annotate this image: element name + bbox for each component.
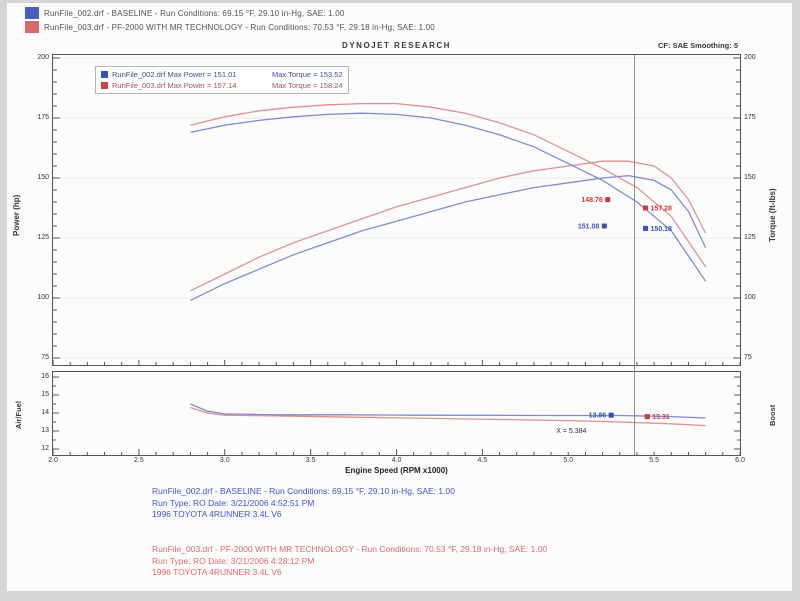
run1-conditions-line: RunFile_002.drf - BASELINE - Run Conditi… (44, 9, 345, 18)
run1-color-chip (25, 7, 39, 19)
power-axis-title: Power (hp) (12, 194, 21, 236)
baseline-afr-curve (190, 403, 706, 419)
tick-label: 175 (37, 114, 49, 121)
correction-smoothing-label: CF: SAE Smoothing: 5 (658, 41, 738, 50)
tick-label: 150 (37, 174, 49, 181)
intake-info-line2: Run Type: RO Date: 3/21/2006 4:28:12 PM (152, 555, 315, 566)
tick-label: 5.5 (649, 457, 659, 464)
tick-label: 16 (41, 373, 49, 380)
intake-power-curve (190, 160, 707, 292)
tick-label: 3.0 (219, 457, 230, 464)
intake-max-torque: Max Torque = 158.24 (272, 81, 343, 90)
tick-label: 200 (744, 54, 756, 61)
legend-row-intake: RunFile_003.drf Max Power = 157.14 Max T… (101, 80, 343, 91)
tick-label: 4.0 (391, 457, 402, 464)
intake-torque-curve (190, 102, 707, 268)
intake-run-info: RunFile_003.drf - PF-2000 WITH MR TECHNO… (152, 544, 547, 579)
tick-label: 100 (37, 294, 49, 301)
baseline-run-info: RunFile_002.drf - BASELINE - Run Conditi… (152, 486, 455, 521)
baseline-info-line3: 1996 TOYOTA 4RUNNER 3.4L V6 (152, 509, 282, 519)
air-fuel-plot: 13.86 13.31 X = 5.384 (53, 376, 740, 455)
run2-color-chip (25, 21, 39, 33)
cursor-marker (643, 225, 649, 231)
tick-label: 125 (37, 234, 49, 241)
tick-label: 175 (744, 114, 756, 121)
tick-label: 150 (744, 174, 756, 181)
marker-label: 157.28 (651, 206, 673, 213)
tick-label: 6.0 (735, 457, 745, 464)
baseline-legend-chip (101, 71, 108, 78)
cursor-marker (643, 205, 649, 211)
tick-label: 100 (744, 294, 756, 301)
marker-label: 13.86 (589, 413, 607, 420)
run2-conditions-line: RunFile_003.drf - PF-2000 WITH MR TECHNO… (44, 23, 435, 32)
baseline-max-power: RunFile_002.drf Max Power = 151.01 (112, 70, 237, 79)
tick-label: 75 (41, 354, 49, 361)
power-torque-panel: 148.76 151.08 157.28 150.18 RunFile_002.drf… (52, 54, 741, 366)
boost-axis-title: Boost (768, 404, 777, 426)
power-torque-plot: 148.76 151.08 157.28 150.18 (53, 57, 740, 365)
tick-label: 12 (41, 445, 49, 452)
cursor-line (634, 55, 635, 455)
cursor-marker (601, 223, 607, 229)
afr-axis-title: Air/Fuel (14, 401, 23, 430)
tick-label: 3.5 (305, 457, 316, 464)
tick-label: 14 (41, 409, 49, 416)
baseline-info-line2: Run Type: RO Date: 3/21/2006 4:52:51 PM (152, 497, 315, 508)
baseline-power-curve (190, 174, 707, 301)
tick-label: 13 (41, 427, 49, 434)
legend-box: RunFile_002.drf Max Power = 151.01 Max T… (95, 66, 349, 94)
marker-label: 150.18 (651, 226, 673, 233)
tick-label: 4.5 (477, 457, 488, 464)
intake-max-power: RunFile_003.drf Max Power = 157.14 (112, 81, 237, 90)
tick-label: 200 (37, 54, 49, 61)
marker-label: 148.76 (581, 197, 603, 204)
tick-label: 2.0 (48, 457, 58, 464)
cursor-marker (644, 414, 650, 420)
marker-label: 151.08 (578, 224, 600, 231)
cursor-marker (605, 197, 611, 203)
tick-label: 2.5 (134, 457, 144, 464)
intake-info-line3: 1996 TOYOTA 4RUNNER 3.4L V6 (152, 567, 282, 577)
legend-row-baseline: RunFile_002.drf Max Power = 151.01 Max T… (101, 69, 343, 80)
tick-label: 75 (744, 354, 752, 361)
torque-axis-title: Torque (ft-lbs) (768, 188, 777, 242)
marker-label: 13.31 (652, 414, 670, 421)
intake-info-line1: RunFile_003.drf - PF-2000 WITH MR TECHNO… (152, 544, 548, 554)
x-axis-title: Engine Speed (RPM x1000) (345, 466, 448, 475)
baseline-info-line1: RunFile_002.drf - BASELINE - Run Conditi… (152, 486, 455, 496)
chart-title: DYNOJET RESEARCH (342, 41, 451, 50)
baseline-max-torque: Max Torque = 153.52 (272, 70, 343, 79)
marker-label: X = 5.384 (556, 428, 586, 435)
baseline-torque-curve (190, 112, 707, 282)
cursor-marker (608, 412, 614, 418)
scan-page-background (7, 3, 792, 591)
intake-afr-curve (190, 406, 706, 427)
tick-label: 5.0 (563, 457, 574, 464)
tick-label: 15 (41, 391, 49, 398)
intake-legend-chip (101, 82, 108, 89)
tick-label: 125 (744, 234, 756, 241)
air-fuel-panel: 13.86 13.31 X = 5.384 (52, 371, 741, 456)
